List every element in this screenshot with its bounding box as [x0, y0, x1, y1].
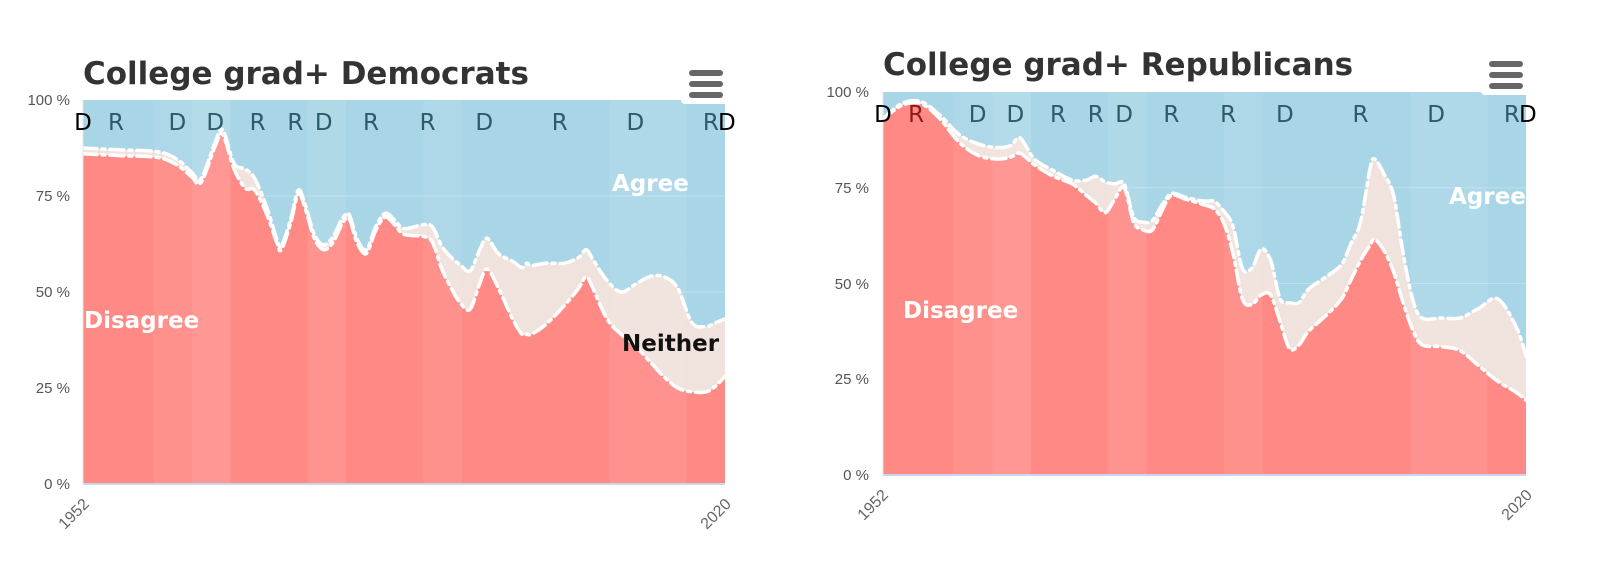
neither-top-line: [81, 127, 727, 329]
party-era-bands: [83, 100, 725, 484]
republicans-chart: College grad+ Republicans 0 % 25 % 50 % …: [826, 47, 1536, 524]
y-tick-label: 75 %: [36, 188, 70, 205]
y-axis: 0 % 25 % 50 % 75 % 100 %: [27, 92, 70, 493]
disagree-top-line: [81, 131, 727, 395]
party-marker-d: D: [315, 110, 333, 136]
party-marker-d: D: [475, 110, 493, 136]
agree-label: Agree: [612, 171, 689, 197]
chart-title: College grad+ Republicans: [883, 47, 1353, 83]
y-tick-label: 50 %: [36, 284, 70, 301]
party-marker-r: R: [1163, 102, 1179, 128]
party-marker-r: R: [250, 110, 266, 136]
y-tick-label: 25 %: [36, 380, 70, 397]
party-marker-r: R: [287, 110, 303, 136]
party-marker-r: R: [363, 110, 379, 136]
chart-menu-button[interactable]: [1481, 53, 1531, 95]
y-tick-label: 0 %: [44, 476, 70, 493]
x-tick-label: 2020: [698, 496, 735, 533]
x-tick-label: 1952: [855, 487, 892, 524]
party-marker-r: R: [1504, 102, 1520, 128]
y-tick-label: 100 %: [826, 84, 869, 101]
disagree-label: Disagree: [84, 308, 199, 334]
party-marker-r: R: [420, 110, 436, 136]
y-tick-label: 100 %: [27, 92, 70, 109]
party-marker-r: R: [1353, 102, 1369, 128]
party-era-bands: [883, 92, 1526, 475]
party-marker-r: R: [552, 110, 568, 136]
x-tick-label: 2020: [1499, 487, 1536, 524]
hamburger-menu-icon: [1489, 61, 1523, 89]
party-marker-d: D: [1007, 102, 1025, 128]
y-axis: 0 % 25 % 50 % 75 % 100 %: [826, 84, 869, 484]
chart-title: College grad+ Democrats: [83, 56, 529, 92]
neither-top-line: [881, 98, 1528, 359]
disagree-label: Disagree: [903, 298, 1018, 324]
chart-menu-button[interactable]: [681, 62, 731, 104]
series-boundary-lines: [881, 98, 1528, 403]
x-tick-label: 1952: [56, 496, 93, 533]
party-marker-d: D: [169, 110, 187, 136]
party-marker-d: D: [874, 102, 892, 128]
party-marker-r: R: [1220, 102, 1236, 128]
party-marker-d: D: [718, 110, 736, 136]
party-marker-r: R: [1050, 102, 1066, 128]
agree-label: Agree: [1449, 184, 1526, 210]
party-marker-r: R: [1088, 102, 1104, 128]
hamburger-menu-icon: [689, 70, 723, 98]
y-tick-label: 75 %: [835, 180, 869, 197]
party-marker-d: D: [1276, 102, 1294, 128]
party-marker-d: D: [626, 110, 644, 136]
party-marker-d: D: [74, 110, 92, 136]
party-marker-d: D: [969, 102, 987, 128]
neither-label: Neither: [622, 331, 720, 357]
series-boundary-lines: [81, 127, 727, 395]
disagree-top-line: [881, 100, 1528, 403]
party-marker-d: D: [206, 110, 224, 136]
y-tick-label: 0 %: [843, 467, 869, 484]
party-marker-d: D: [1519, 102, 1537, 128]
party-marker-r: R: [108, 110, 124, 136]
y-tick-label: 50 %: [835, 276, 869, 293]
party-marker-r: R: [908, 102, 924, 128]
party-marker-r: R: [703, 110, 719, 136]
y-tick-label: 25 %: [835, 371, 869, 388]
party-marker-d: D: [1427, 102, 1445, 128]
party-marker-d: D: [1115, 102, 1133, 128]
democrats-chart: College grad+ Democrats 0 % 25 % 50 % 75…: [27, 56, 735, 533]
